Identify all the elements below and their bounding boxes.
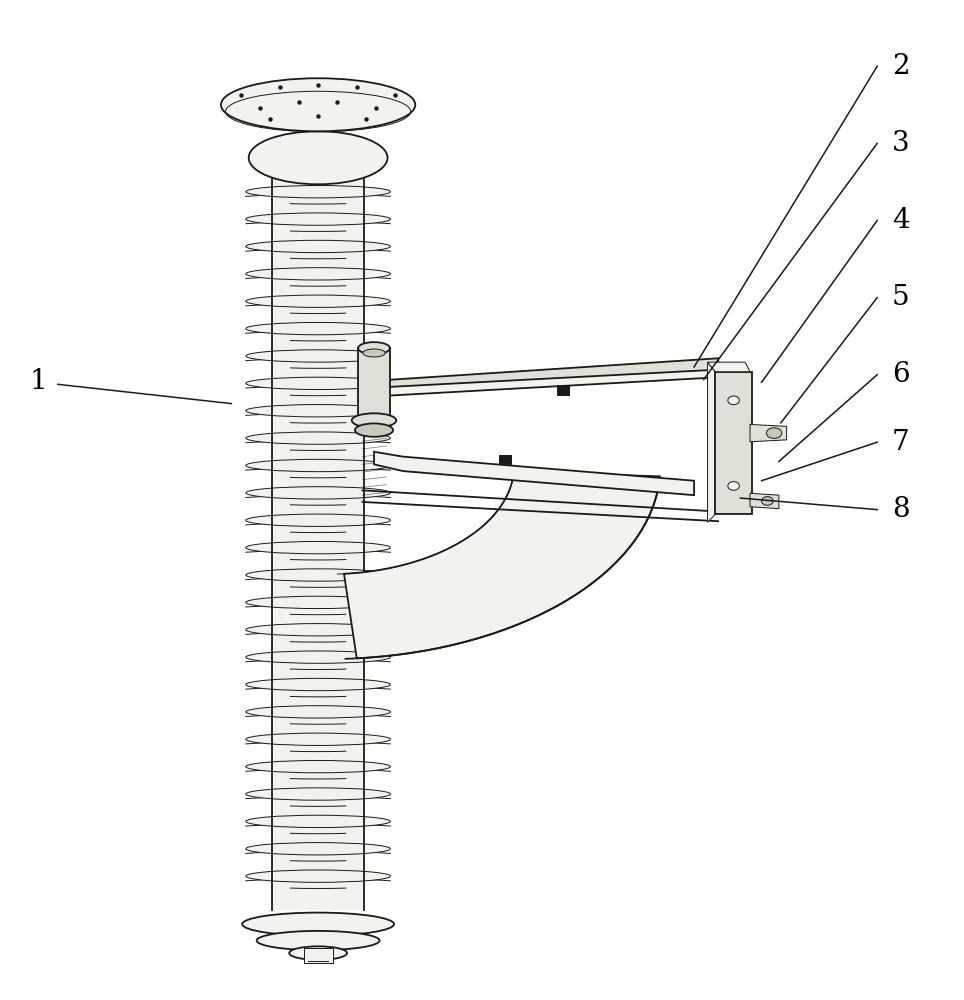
- Ellipse shape: [246, 678, 390, 691]
- Ellipse shape: [246, 213, 390, 225]
- Ellipse shape: [246, 733, 390, 745]
- Polygon shape: [750, 424, 787, 442]
- Ellipse shape: [246, 432, 390, 444]
- Ellipse shape: [221, 78, 415, 131]
- Polygon shape: [364, 358, 718, 394]
- Ellipse shape: [362, 349, 386, 357]
- Ellipse shape: [246, 788, 390, 800]
- Ellipse shape: [246, 870, 390, 882]
- Ellipse shape: [246, 487, 390, 499]
- Text: 2: 2: [892, 53, 909, 80]
- Bar: [557, 385, 569, 395]
- Ellipse shape: [256, 931, 380, 950]
- Ellipse shape: [246, 569, 390, 581]
- Polygon shape: [708, 362, 715, 522]
- Ellipse shape: [766, 428, 782, 438]
- Polygon shape: [344, 472, 660, 658]
- Ellipse shape: [289, 946, 347, 960]
- Bar: [499, 455, 511, 464]
- Ellipse shape: [246, 624, 390, 636]
- Ellipse shape: [246, 350, 390, 362]
- Text: 4: 4: [892, 207, 909, 234]
- Bar: [272, 148, 364, 910]
- Ellipse shape: [246, 706, 390, 718]
- Ellipse shape: [246, 596, 390, 609]
- Text: 7: 7: [892, 429, 909, 456]
- Polygon shape: [750, 493, 779, 509]
- Ellipse shape: [246, 651, 390, 663]
- Ellipse shape: [249, 131, 388, 184]
- Polygon shape: [708, 362, 750, 372]
- Ellipse shape: [728, 482, 739, 490]
- Text: 3: 3: [892, 130, 909, 157]
- Ellipse shape: [246, 322, 390, 335]
- Text: 8: 8: [892, 496, 909, 523]
- Ellipse shape: [762, 497, 773, 505]
- Text: 6: 6: [892, 361, 909, 388]
- Polygon shape: [374, 452, 694, 495]
- Ellipse shape: [728, 396, 739, 405]
- Ellipse shape: [246, 459, 390, 472]
- Bar: [359, 348, 389, 420]
- Ellipse shape: [246, 815, 390, 828]
- Ellipse shape: [246, 186, 390, 198]
- Ellipse shape: [246, 295, 390, 307]
- Ellipse shape: [242, 913, 394, 936]
- Ellipse shape: [355, 423, 393, 437]
- Bar: [304, 948, 333, 963]
- Ellipse shape: [352, 413, 396, 428]
- Ellipse shape: [359, 342, 389, 354]
- Text: 5: 5: [892, 284, 909, 311]
- Bar: [715, 372, 752, 514]
- Text: 1: 1: [30, 368, 47, 395]
- Ellipse shape: [246, 514, 390, 526]
- Ellipse shape: [246, 541, 390, 554]
- Ellipse shape: [246, 760, 390, 773]
- Ellipse shape: [246, 240, 390, 253]
- Ellipse shape: [246, 377, 390, 390]
- Ellipse shape: [246, 268, 390, 280]
- Ellipse shape: [246, 405, 390, 417]
- Ellipse shape: [246, 843, 390, 855]
- Polygon shape: [384, 370, 713, 396]
